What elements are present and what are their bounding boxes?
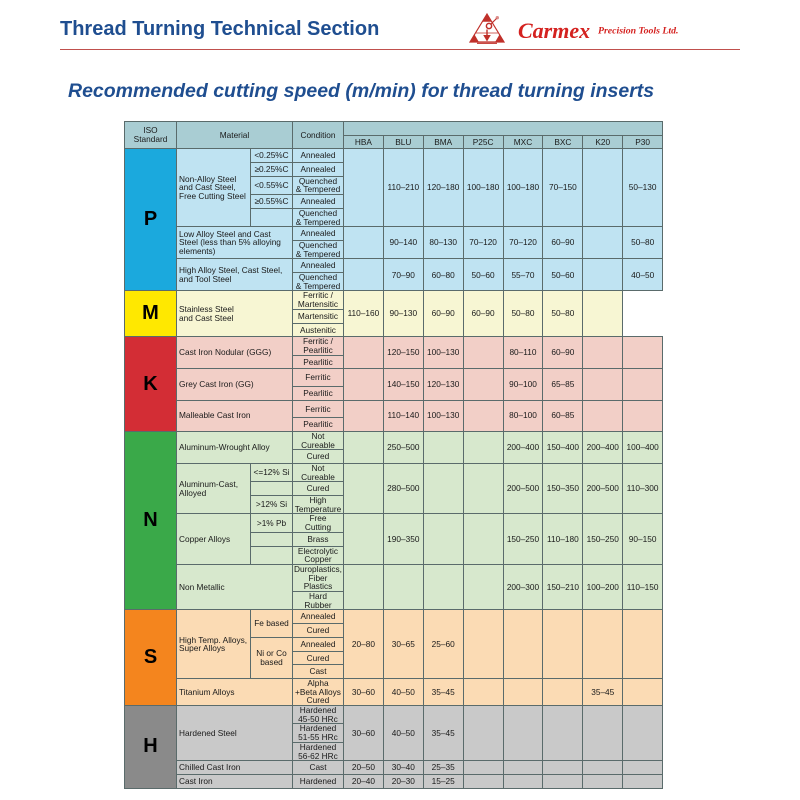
- svg-text:Carmex: Carmex: [518, 18, 590, 43]
- svg-text:Precision Tools Ltd.: Precision Tools Ltd.: [598, 26, 678, 37]
